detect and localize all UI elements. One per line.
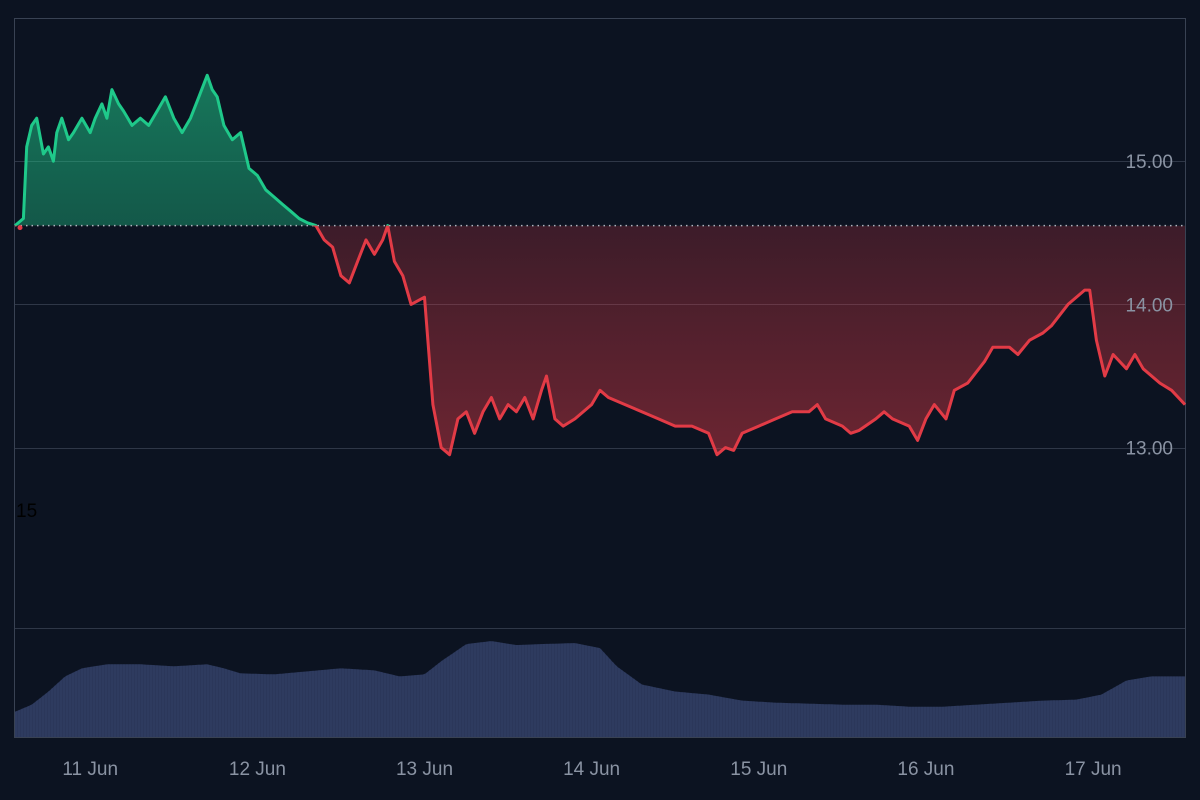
y-axis-labels: 15.00 14.00 13.00 <box>1125 152 1173 459</box>
x-tick-label: 14 Jun <box>563 759 620 780</box>
area-fill-above-baseline <box>15 75 1185 226</box>
y-tick-label: 15.00 <box>1125 152 1173 173</box>
x-tick-label: 13 Jun <box>396 759 453 780</box>
x-axis-labels: 11 Jun 12 Jun 13 Jun 14 Jun 15 Jun 16 Jun 17 J… <box>62 759 1121 780</box>
x-tick-label: 17 Jun <box>1065 759 1122 780</box>
plot-frame <box>14 18 1186 738</box>
start-marker <box>17 225 23 231</box>
side-label: 15 <box>16 501 37 522</box>
x-tick-label: 11 Jun <box>62 759 118 780</box>
price-line-below-baseline <box>15 225 1187 457</box>
x-tick-label: 16 Jun <box>897 759 954 780</box>
area-fill-below-baseline <box>315 225 1185 455</box>
y-tick-label: 14.00 <box>1125 295 1173 316</box>
price-line <box>14 73 1187 457</box>
price-area-fills <box>15 75 1185 455</box>
price-line-above-baseline <box>14 73 390 226</box>
volume-area <box>15 641 1185 737</box>
x-tick-label: 15 Jun <box>730 759 787 780</box>
x-tick-label: 12 Jun <box>229 759 286 780</box>
y-tick-label: 13.00 <box>1125 439 1173 460</box>
